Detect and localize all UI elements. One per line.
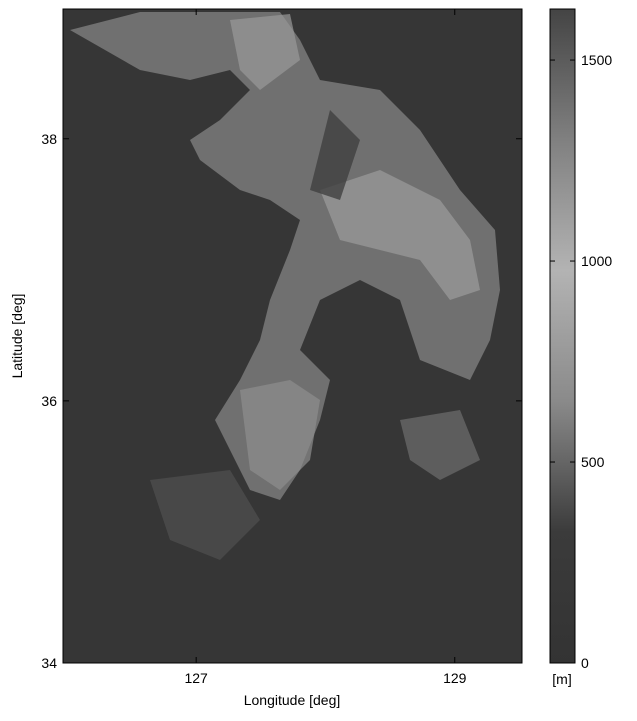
colorbar-label: [m]: [552, 671, 571, 687]
plot-frame: [62, 8, 523, 664]
colorbar-tick-label: 1500: [581, 52, 612, 68]
x-tick-label: 127: [184, 670, 208, 686]
x-axis-label: Longitude [deg]: [244, 692, 341, 708]
colorbar-tick-label: 0: [581, 655, 589, 671]
y-tick-label: 34: [41, 655, 57, 671]
y-tick-label: 36: [41, 393, 57, 409]
terrain: [70, 12, 500, 560]
colorbar: [549, 8, 576, 664]
colorbar-tick-label: 500: [581, 454, 605, 470]
colorbar-tick-label: 1000: [581, 253, 612, 269]
y-tick-label: 38: [41, 131, 57, 147]
x-tick-label: 129: [443, 670, 467, 686]
y-axis-label: Latitude [deg]: [9, 294, 25, 379]
